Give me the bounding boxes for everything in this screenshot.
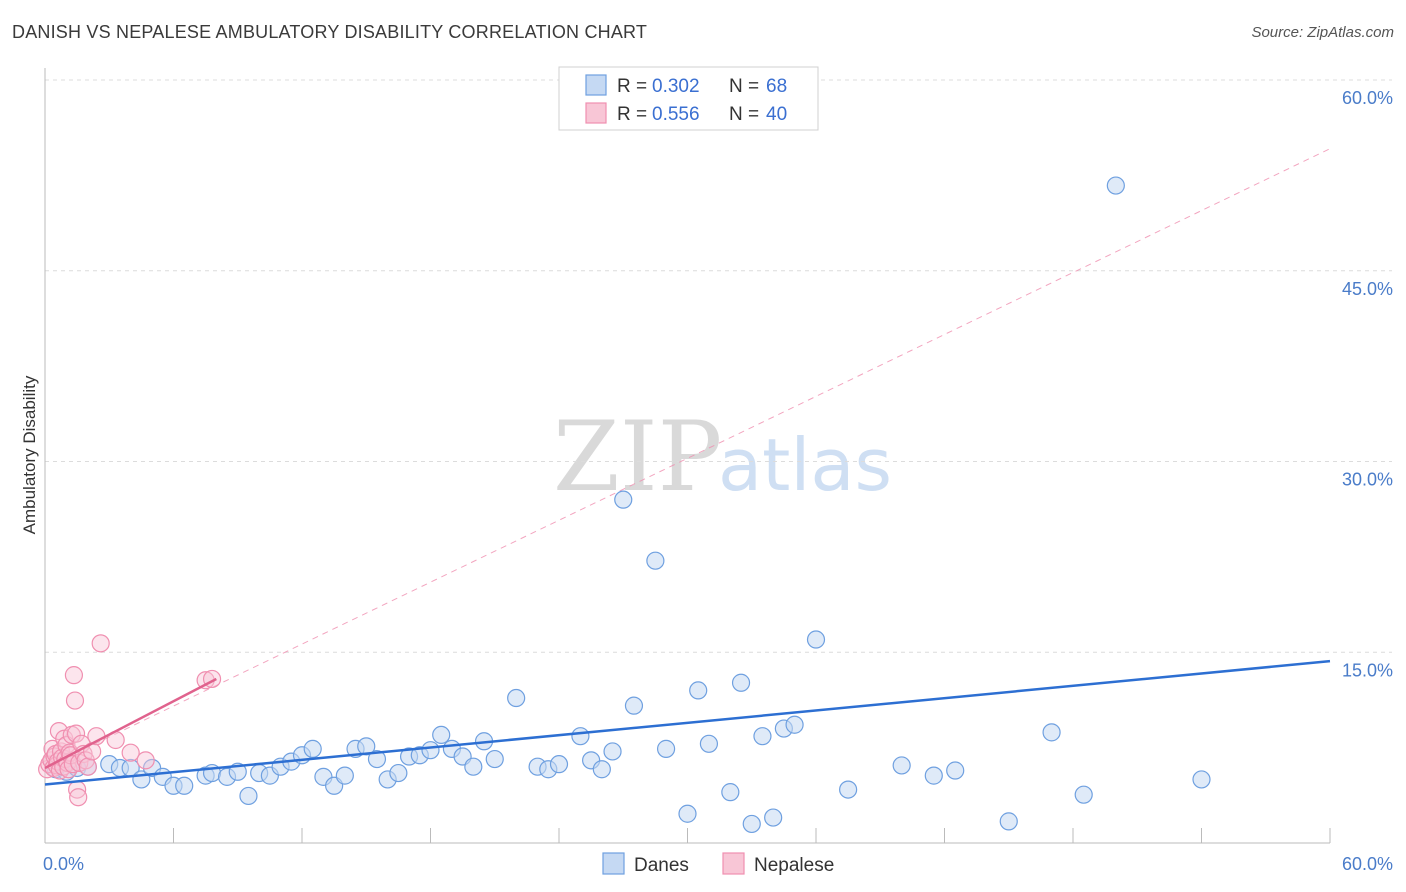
danes-point xyxy=(946,761,965,780)
legend-r-label: R = xyxy=(617,104,647,125)
danes-point xyxy=(507,688,526,708)
danes-point xyxy=(421,741,440,760)
danes-point xyxy=(485,749,504,769)
legend-n-label: N = xyxy=(729,104,759,125)
danes-point xyxy=(656,739,676,758)
nepalese-point xyxy=(121,743,140,762)
nepalese-point xyxy=(91,634,110,653)
danes-point xyxy=(389,763,408,783)
danes-point xyxy=(1074,785,1093,804)
legend-r-value: 0.302 xyxy=(652,76,700,97)
danes-point xyxy=(603,742,622,761)
y-tick-label: 15.0% xyxy=(1342,660,1393,680)
nepalese-point xyxy=(78,757,97,776)
watermark-atlas: atlas xyxy=(718,423,892,507)
danes-point xyxy=(1106,176,1125,195)
danes-point xyxy=(432,725,451,745)
danes-point xyxy=(721,783,740,802)
danes-point xyxy=(646,551,665,570)
danes-point xyxy=(699,734,719,753)
danes-point xyxy=(689,681,708,700)
y-tick-label: 60.0% xyxy=(1342,88,1393,108)
legend-swatch-nepalese xyxy=(585,102,607,124)
x-tick-label-max: 60.0% xyxy=(1342,854,1393,874)
danes-point xyxy=(678,804,697,823)
chart-title: DANISH VS NEPALESE AMBULATORY DISABILITY… xyxy=(12,22,648,42)
danes-point xyxy=(731,673,751,692)
nepalese-point xyxy=(69,788,88,807)
danes-point xyxy=(624,696,644,715)
legend-n-label: N = xyxy=(729,76,759,97)
bottom-legend-swatch-nepalese[interactable] xyxy=(722,852,745,875)
nepalese-point xyxy=(66,724,86,743)
danes-point xyxy=(753,727,772,746)
danes-point xyxy=(335,766,354,785)
bottom-legend-label-nepalese[interactable]: Nepalese xyxy=(754,855,834,876)
danes-point xyxy=(1042,723,1061,742)
danes-point xyxy=(549,755,569,774)
danes-point xyxy=(839,780,858,799)
danes-point xyxy=(785,715,804,734)
legend-n-value: 40 xyxy=(766,104,787,125)
danes-point xyxy=(614,490,633,509)
danes-point xyxy=(303,739,322,758)
danes-point xyxy=(924,766,943,785)
y-axis-label: Ambulatory Disability xyxy=(20,375,39,534)
danes-point xyxy=(764,808,783,827)
danes-point xyxy=(239,786,258,806)
legend-r-value: 0.556 xyxy=(652,104,700,125)
danes-point xyxy=(592,760,611,779)
nepalese-point xyxy=(136,751,155,770)
y-tick-label: 30.0% xyxy=(1342,470,1393,490)
danes-point xyxy=(367,749,387,769)
nepalese-trendline-extended xyxy=(44,148,1331,769)
legend-n-value: 68 xyxy=(766,76,787,97)
nepalese-point xyxy=(64,666,84,685)
bottom-legend-swatch-danes[interactable] xyxy=(602,852,625,875)
danes-point xyxy=(892,756,911,775)
legend-swatch-danes xyxy=(585,74,607,96)
danes-trendline xyxy=(44,659,1331,786)
danes-point xyxy=(1192,770,1211,789)
watermark-zip: ZIP xyxy=(553,401,722,513)
danes-point xyxy=(464,757,483,776)
danes-point xyxy=(571,727,590,746)
source-credit: Source: ZipAtlas.com xyxy=(1251,24,1394,41)
y-tick-label: 45.0% xyxy=(1342,279,1393,299)
x-tick-label-min: 0.0% xyxy=(43,854,84,874)
danes-point xyxy=(806,630,826,649)
nepalese-trendline xyxy=(44,677,217,770)
danes-point xyxy=(175,776,194,795)
nepalese-point xyxy=(65,691,85,710)
danes-point xyxy=(999,812,1018,831)
bottom-legend-label-danes[interactable]: Danes xyxy=(634,855,689,876)
danes-point xyxy=(742,814,761,834)
legend-r-label: R = xyxy=(617,76,647,97)
